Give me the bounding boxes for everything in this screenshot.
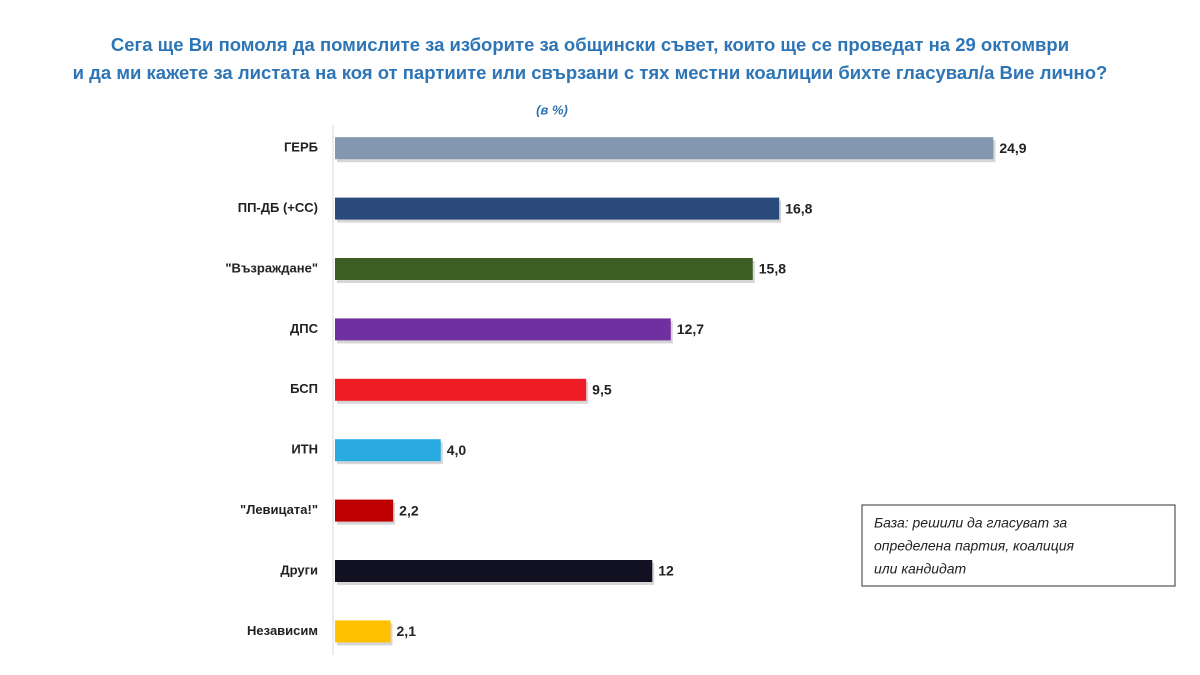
note-text: определена партия, коалиция (874, 538, 1075, 554)
note-text: База: решили да гласуват за (874, 515, 1067, 531)
bar (335, 378, 587, 401)
category-label: "Левицата!" (240, 502, 318, 517)
bar (335, 499, 394, 522)
note-text: или кандидат (874, 561, 967, 577)
value-label: 16,8 (785, 200, 812, 216)
bar (335, 137, 994, 160)
category-label: ГЕРБ (284, 140, 318, 155)
category-label: ПП-ДБ (+СС) (238, 200, 318, 215)
value-label: 12,7 (677, 321, 704, 337)
value-label: 4,0 (447, 442, 467, 458)
category-label: ДПС (290, 321, 319, 336)
category-label: "Възраждане" (225, 260, 318, 275)
bar (335, 258, 753, 280)
bar (335, 560, 653, 582)
bar (335, 318, 671, 341)
note-box (861, 504, 1176, 587)
category-label: Независим (247, 623, 318, 638)
value-label: 12 (658, 563, 674, 579)
value-label: 15,8 (759, 261, 786, 277)
bar (335, 439, 441, 462)
value-label: 24,9 (999, 140, 1026, 156)
category-label: Други (280, 562, 318, 577)
chart-title: Сега ще Ви помоля да помислите за избори… (111, 34, 1069, 55)
value-label: 2,2 (399, 502, 419, 518)
value-label: 9,5 (592, 382, 612, 398)
chart-title: и да ми кажете за листата на коя от парт… (73, 62, 1108, 83)
category-label: ИТН (291, 442, 318, 457)
category-label: БСП (290, 381, 318, 396)
bar (335, 197, 780, 220)
bar (335, 620, 391, 643)
chart-subtitle: (в %) (536, 102, 568, 117)
value-label: 2,1 (397, 623, 417, 639)
